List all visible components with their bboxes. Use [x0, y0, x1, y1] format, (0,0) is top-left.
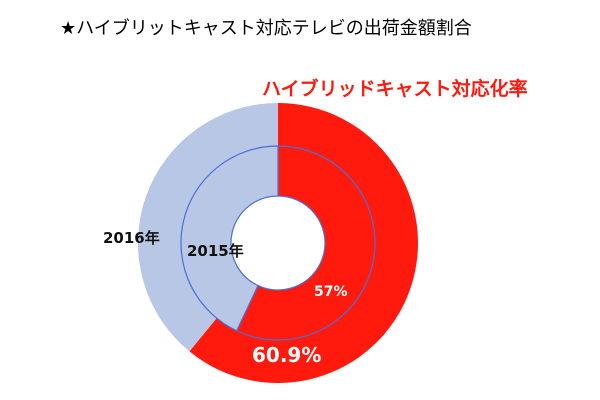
outer-slice-other: [138, 103, 278, 352]
data-label-2016: 60.9%: [252, 343, 321, 367]
inner-slice-other: [180, 145, 279, 332]
series-label-2015: 2015年: [187, 242, 244, 260]
page-title: ★ハイブリットキャスト対応テレビの出荷金額割合: [60, 18, 472, 39]
chart-subtitle: ハイブリッドキャスト対応化率: [262, 78, 528, 100]
data-label-2015: 57%: [314, 284, 348, 300]
series-label-2016: 2016年: [103, 229, 160, 247]
outer-slice-hybridcast: [189, 103, 419, 384]
inner-slice-hybridcast: [235, 145, 376, 341]
outer-ring-2016: [138, 103, 419, 384]
inner-ring-2015: [180, 145, 376, 341]
